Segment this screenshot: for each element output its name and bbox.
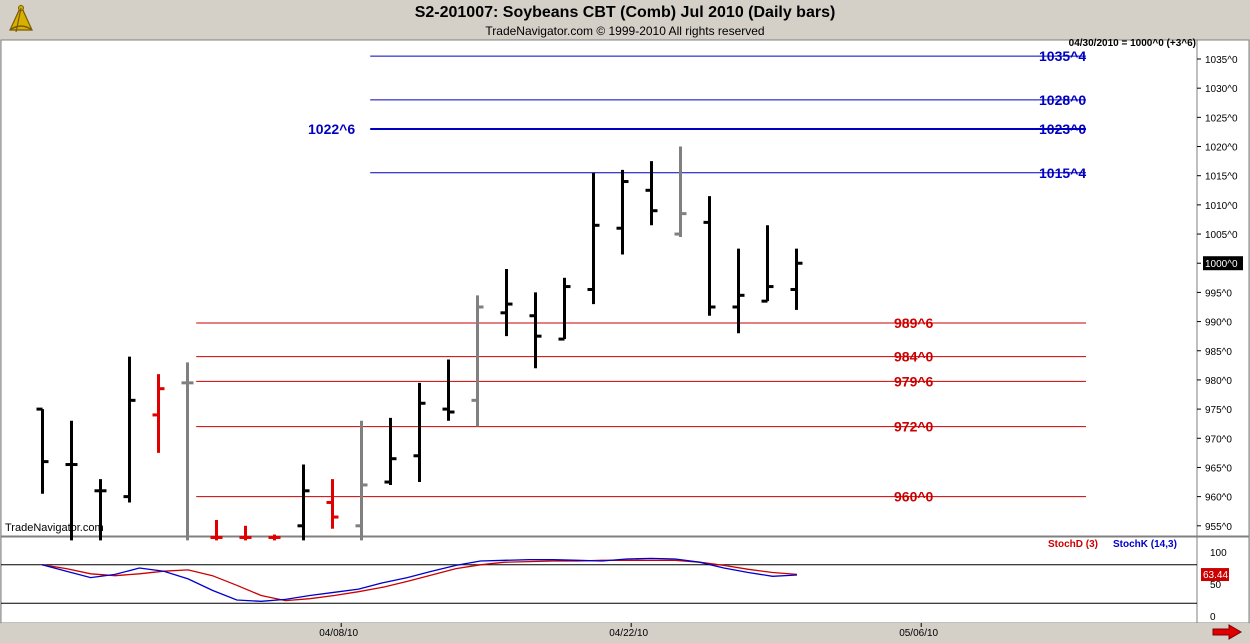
last-price-marker: 1000^0 [1203, 256, 1243, 271]
y-tick-label: 985^0 [1205, 347, 1232, 358]
ohlc-bar[interactable] [268, 534, 281, 541]
stoch-line[interactable] [41, 557, 798, 602]
status-readout: 04/30/2010 = 1000^0 (+3^6) [1068, 38, 1196, 49]
ohlc-bar[interactable] [732, 248, 745, 334]
chart-title: S2-201007: Soybeans CBT (Comb) Jul 2010 … [414, 4, 836, 21]
y-tick-label: 1005^0 [1205, 230, 1238, 241]
ohlc-bar[interactable] [442, 359, 455, 421]
y-tick-label: 1020^0 [1205, 143, 1238, 154]
level-left-label: 1022^6 [308, 121, 355, 137]
y-tick-label: 965^0 [1205, 463, 1232, 474]
y-tick-label: 990^0 [1205, 318, 1232, 329]
last-price-label: 1000^0 [1205, 259, 1238, 270]
ohlc-bar[interactable] [703, 196, 716, 316]
level-label: 960^0 [894, 489, 934, 505]
level-label: 979^6 [894, 373, 934, 389]
bars-layer [36, 146, 803, 541]
ohlc-bar[interactable] [790, 248, 803, 310]
y-tick-label: 1025^0 [1205, 113, 1238, 124]
ohlc-bar[interactable] [326, 479, 339, 529]
y-tick-label: 980^0 [1205, 376, 1232, 387]
ohlc-bar[interactable] [471, 295, 484, 427]
ohlc-bar[interactable] [210, 519, 223, 541]
ohlc-bar[interactable] [123, 356, 136, 503]
y-tick-label: 955^0 [1205, 522, 1232, 533]
stoch-tick-label: 50 [1210, 580, 1222, 591]
ohlc-bar[interactable] [645, 161, 658, 226]
level-label: 1023^0 [1039, 121, 1086, 137]
ohlc-bar[interactable] [239, 525, 252, 541]
x-tick-label: 04/08/10 [319, 628, 358, 639]
stochastic-layer: 0 50 100 [1, 548, 1227, 623]
level-label: 1015^4 [1039, 165, 1086, 181]
y-tick-label: 975^0 [1205, 405, 1232, 416]
ohlc-bar[interactable] [500, 269, 513, 337]
ohlc-bar[interactable] [297, 464, 310, 541]
stoch-last-label: 63.44 [1203, 570, 1228, 581]
y-axis-ticks: 955^0 960^0 965^0 970^0 975^0 980^0 985^0 990^0… [1197, 55, 1238, 533]
price-axis[interactable] [1196, 39, 1250, 537]
levels-layer: 1035^4 1028^0 1023^0 1022^6 1015^4 989^6 984^0… [196, 48, 1086, 505]
date-axis[interactable] [1, 623, 1249, 642]
stoch-tick-label: 100 [1210, 548, 1227, 559]
y-tick-label: 1010^0 [1205, 201, 1238, 212]
x-tick-label: 05/06/10 [899, 628, 938, 639]
stoch-tick-label: 0 [1210, 612, 1216, 623]
ohlc-bar[interactable] [587, 172, 600, 305]
y-tick-label: 1015^0 [1205, 172, 1238, 183]
y-tick-label: 960^0 [1205, 493, 1232, 504]
ohlc-bar[interactable] [413, 382, 426, 483]
ohlc-bar[interactable] [65, 420, 78, 541]
stochD-legend: StochD (3) [1048, 539, 1098, 550]
stoch-last-marker: 63.44 [1201, 568, 1229, 582]
level-label: 1035^4 [1039, 48, 1086, 64]
watermark-text: TradeNavigator.com [5, 522, 104, 534]
stochK-legend: StochK (14,3) [1113, 539, 1177, 550]
ohlc-bar[interactable] [181, 362, 194, 541]
ohlc-bar[interactable] [355, 420, 368, 541]
sextant-logo-icon [9, 4, 33, 33]
ohlc-bar[interactable] [558, 277, 571, 341]
stoch-panel[interactable] [0, 536, 1198, 624]
price-panel[interactable] [0, 39, 1198, 537]
y-tick-label: 995^0 [1205, 288, 1232, 299]
level-label: 989^6 [894, 315, 934, 331]
y-tick-label: 1035^0 [1205, 55, 1238, 66]
y-tick-label: 1030^0 [1205, 84, 1238, 95]
y-tick-label: 970^0 [1205, 434, 1232, 445]
ohlc-bar[interactable] [384, 417, 397, 485]
level-label: 972^0 [894, 419, 934, 435]
scroll-right-arrow-icon[interactable] [1212, 624, 1242, 640]
ohlc-bar[interactable] [616, 169, 629, 255]
ohlc-bar[interactable] [152, 374, 165, 453]
x-tick-label: 04/22/10 [609, 628, 648, 639]
ohlc-bar[interactable] [674, 146, 687, 237]
level-label: 984^0 [894, 349, 934, 365]
ohlc-bar[interactable] [94, 479, 107, 541]
x-axis-ticks: 04/08/10 04/22/10 05/06/10 [319, 623, 939, 639]
ohlc-bar[interactable] [36, 407, 49, 494]
level-label: 1028^0 [1039, 92, 1086, 108]
ohlc-bar[interactable] [529, 292, 542, 369]
chart-copyright: TradeNavigator.com © 1999-2010 All right… [485, 24, 765, 38]
stoch-line[interactable] [41, 559, 798, 602]
ohlc-bar[interactable] [761, 225, 774, 303]
chart-header: S2-201007: Soybeans CBT (Comb) Jul 2010 … [0, 0, 1250, 49]
